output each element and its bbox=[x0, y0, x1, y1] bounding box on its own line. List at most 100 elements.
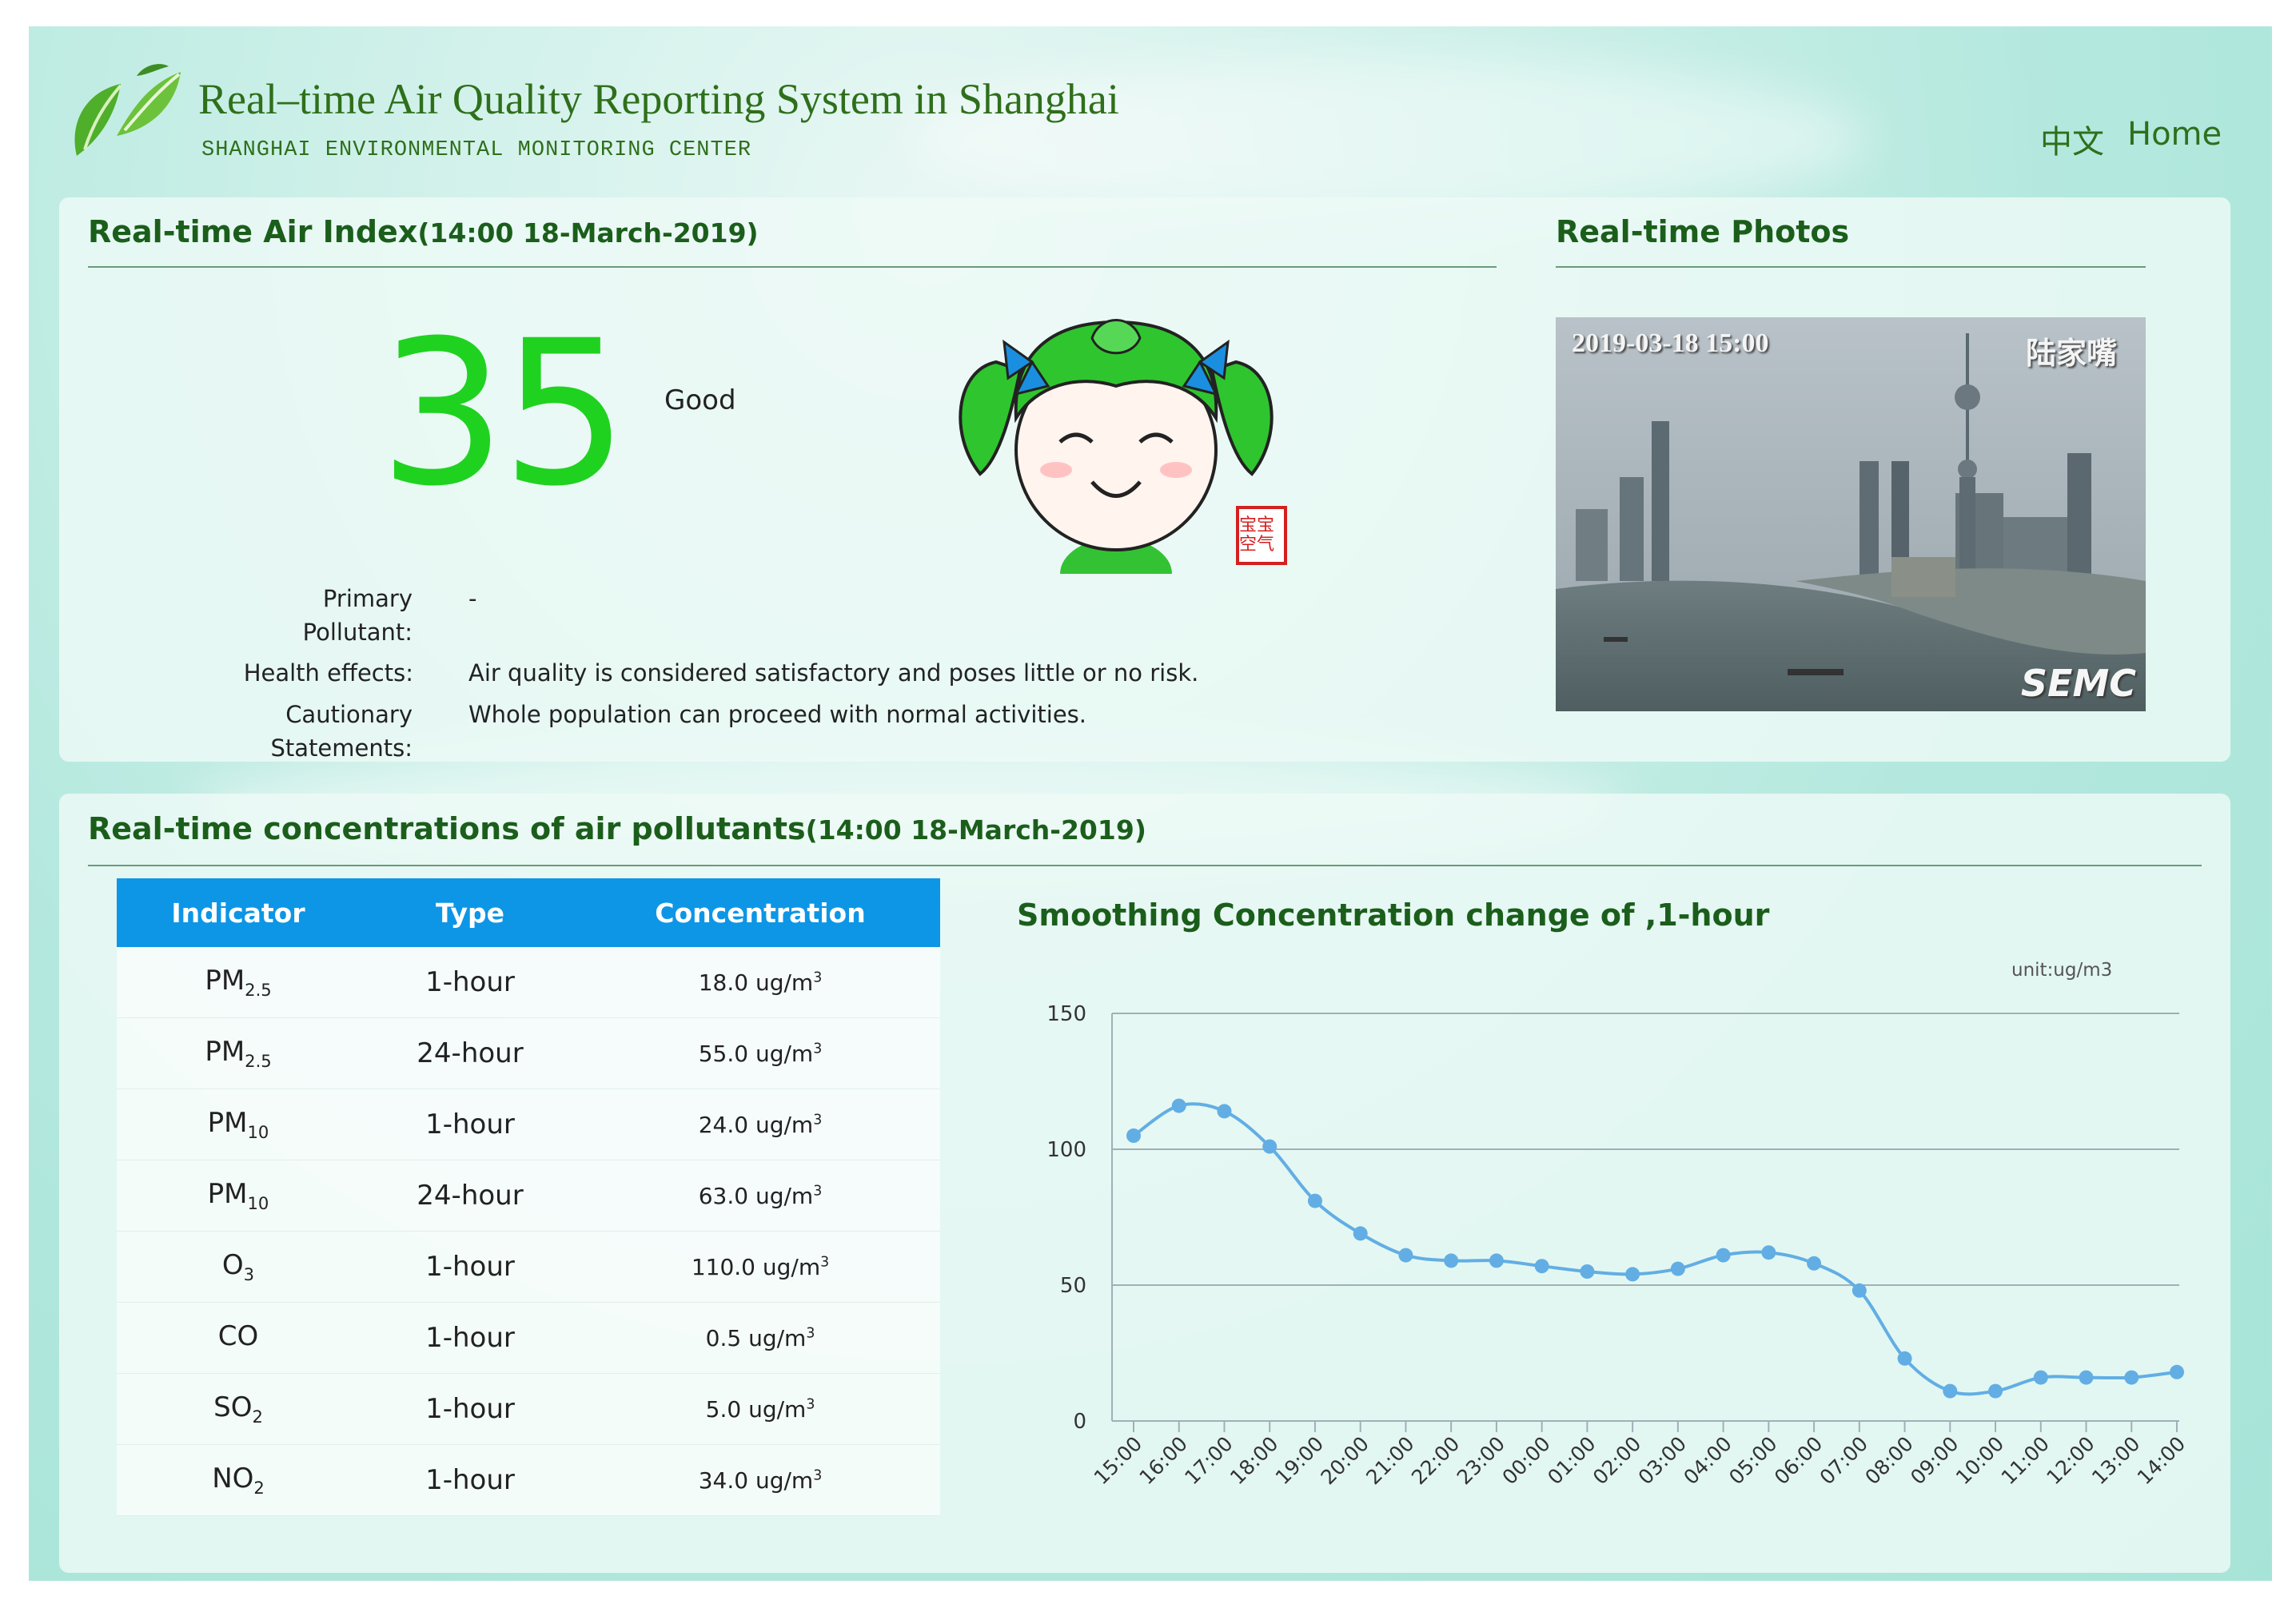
data-point bbox=[2124, 1370, 2139, 1385]
site-subtitle: SHANGHAI ENVIRONMENTAL MONITORING CENTER bbox=[201, 138, 752, 162]
home-link[interactable]: Home bbox=[2127, 116, 2222, 153]
pollutants-table: Indicator Type Concentration PM2.5 1-hour… bbox=[117, 878, 940, 1516]
concentration-cell: 34.0 ug/m3 bbox=[580, 1444, 940, 1516]
table-row: SO2 1-hour 5.0 ug/m3 bbox=[117, 1373, 940, 1445]
data-point bbox=[1761, 1245, 1776, 1260]
x-tick-label: 21:00 bbox=[1361, 1432, 1418, 1489]
concentration-unit-exponent: 3 bbox=[820, 1254, 830, 1271]
pollutants-time: (14:00 18-March-2019) bbox=[805, 814, 1146, 846]
language-link[interactable]: 中文 bbox=[2040, 124, 2104, 161]
chart-title: Smoothing Concentration change of ,1-hou… bbox=[1017, 898, 1770, 933]
x-tick-label: 02:00 bbox=[1588, 1432, 1645, 1489]
table-row: PM2.5 1-hour 18.0 ug/m3 bbox=[117, 947, 940, 1018]
x-tick-label: 22:00 bbox=[1407, 1432, 1464, 1489]
type-cell: 1-hour bbox=[360, 1231, 580, 1303]
table-row: PM2.5 24-hour 55.0 ug/m3 bbox=[117, 1017, 940, 1089]
x-tick-label: 11:00 bbox=[1997, 1432, 2054, 1489]
table-row: PM10 1-hour 24.0 ug/m3 bbox=[117, 1089, 940, 1160]
data-point bbox=[1625, 1267, 1640, 1282]
data-point bbox=[2033, 1370, 2048, 1385]
concentration-value: 55.0 ug/m bbox=[698, 1040, 814, 1067]
primary-pollutant-value: - bbox=[468, 585, 477, 612]
table-row: CO 1-hour 0.5 ug/m3 bbox=[117, 1302, 940, 1374]
concentration-unit-exponent: 3 bbox=[813, 1183, 823, 1200]
indicator-cell: O3 bbox=[117, 1231, 360, 1303]
data-point bbox=[1807, 1256, 1822, 1271]
photo-location: 陆家嘴 bbox=[2025, 337, 2117, 371]
photo-timestamp: 2019-03-18 15:00 bbox=[1572, 328, 1769, 358]
x-tick-label: 09:00 bbox=[1906, 1432, 1963, 1489]
x-tick-label: 05:00 bbox=[1724, 1432, 1781, 1489]
table-row: NO2 1-hour 34.0 ug/m3 bbox=[117, 1444, 940, 1516]
indicator-subscript: 10 bbox=[247, 1121, 269, 1142]
column-header-type: Type bbox=[360, 878, 580, 947]
column-header-concentration: Concentration bbox=[580, 878, 940, 947]
concentration-cell: 18.0 ug/m3 bbox=[580, 947, 940, 1018]
x-tick-label: 07:00 bbox=[1816, 1432, 1872, 1489]
data-point bbox=[1126, 1128, 1141, 1143]
data-point bbox=[1171, 1098, 1186, 1113]
x-tick-label: 14:00 bbox=[2133, 1432, 2190, 1489]
concentration-line-chart: 05010015015:0016:0017:0018:0019:0020:002… bbox=[1046, 1002, 2190, 1489]
type-cell: 24-hour bbox=[360, 1017, 580, 1089]
x-tick-label: 18:00 bbox=[1226, 1432, 1282, 1489]
data-point bbox=[1580, 1264, 1595, 1279]
air-index-title-text: Real-time Air Index bbox=[88, 214, 418, 249]
mascot-image bbox=[959, 319, 1287, 574]
data-point bbox=[1489, 1253, 1504, 1268]
indicator-name: O bbox=[221, 1249, 244, 1282]
indicator-cell: CO bbox=[117, 1302, 360, 1374]
air-index-title: Real-time Air Index(14:00 18-March-2019) bbox=[88, 214, 759, 249]
indicator-subscript: 3 bbox=[243, 1264, 255, 1284]
x-tick-label: 01:00 bbox=[1543, 1432, 1600, 1489]
realtime-photo[interactable]: 2019-03-18 15:00 陆家嘴 SEMC bbox=[1556, 317, 2146, 711]
data-point bbox=[1398, 1248, 1413, 1263]
air-index-divider bbox=[88, 266, 1497, 268]
concentration-value: 63.0 ug/m bbox=[698, 1182, 814, 1209]
x-tick-label: 03:00 bbox=[1634, 1432, 1691, 1489]
x-tick-label: 19:00 bbox=[1271, 1432, 1328, 1489]
concentration-value: 5.0 ug/m bbox=[705, 1395, 807, 1423]
cautionary-statements-value: Whole population can proceed with normal… bbox=[468, 701, 1086, 728]
concentration-cell: 110.0 ug/m3 bbox=[580, 1231, 940, 1303]
x-tick-label: 10:00 bbox=[1951, 1432, 2008, 1489]
x-tick-label: 00:00 bbox=[1497, 1432, 1554, 1489]
x-tick-label: 16:00 bbox=[1135, 1432, 1192, 1489]
concentration-unit-exponent: 3 bbox=[813, 1041, 823, 1057]
primary-pollutant-label: Primary Pollutant: bbox=[302, 585, 413, 646]
data-point bbox=[1353, 1226, 1368, 1241]
indicator-subscript: 2.5 bbox=[245, 979, 272, 1000]
photos-divider bbox=[1556, 266, 2146, 268]
y-tick-label: 150 bbox=[1046, 1002, 1086, 1026]
data-point bbox=[1444, 1253, 1459, 1268]
indicator-name: PM bbox=[207, 1107, 248, 1140]
indicator-cell: PM10 bbox=[117, 1160, 360, 1232]
pollutants-title-text: Real-time concentrations of air pollutan… bbox=[88, 811, 806, 846]
x-tick-label: 04:00 bbox=[1679, 1432, 1736, 1489]
background-cloud bbox=[908, 58, 1867, 218]
x-tick-label: 23:00 bbox=[1453, 1432, 1509, 1489]
indicator-name: NO bbox=[212, 1463, 254, 1495]
concentration-value: 0.5 ug/m bbox=[705, 1324, 807, 1351]
site-title: Real–time Air Quality Reporting System i… bbox=[198, 75, 1119, 123]
type-cell: 1-hour bbox=[360, 1302, 580, 1374]
indicator-name: PM bbox=[207, 1178, 248, 1211]
data-point bbox=[2079, 1370, 2094, 1385]
series-line bbox=[1132, 1102, 2178, 1396]
concentration-cell: 63.0 ug/m3 bbox=[580, 1160, 940, 1232]
table-row: O3 1-hour 110.0 ug/m3 bbox=[117, 1231, 940, 1303]
concentration-value: 18.0 ug/m bbox=[698, 969, 814, 996]
type-cell: 1-hour bbox=[360, 1444, 580, 1516]
indicator-cell: SO2 bbox=[117, 1373, 360, 1445]
type-cell: 24-hour bbox=[360, 1160, 580, 1232]
table-header-row: Indicator Type Concentration bbox=[117, 878, 940, 947]
photos-title: Real-time Photos bbox=[1556, 214, 1850, 249]
data-point bbox=[2170, 1364, 2184, 1379]
health-effects-label: Health effects: bbox=[243, 659, 413, 687]
data-point bbox=[1897, 1351, 1912, 1366]
table-row: PM10 24-hour 63.0 ug/m3 bbox=[117, 1160, 940, 1232]
y-tick-label: 50 bbox=[1060, 1274, 1086, 1298]
x-tick-label: 06:00 bbox=[1770, 1432, 1827, 1489]
indicator-cell: PM10 bbox=[117, 1089, 360, 1160]
mascot-seal: 宝宝空气 bbox=[1239, 515, 1275, 555]
